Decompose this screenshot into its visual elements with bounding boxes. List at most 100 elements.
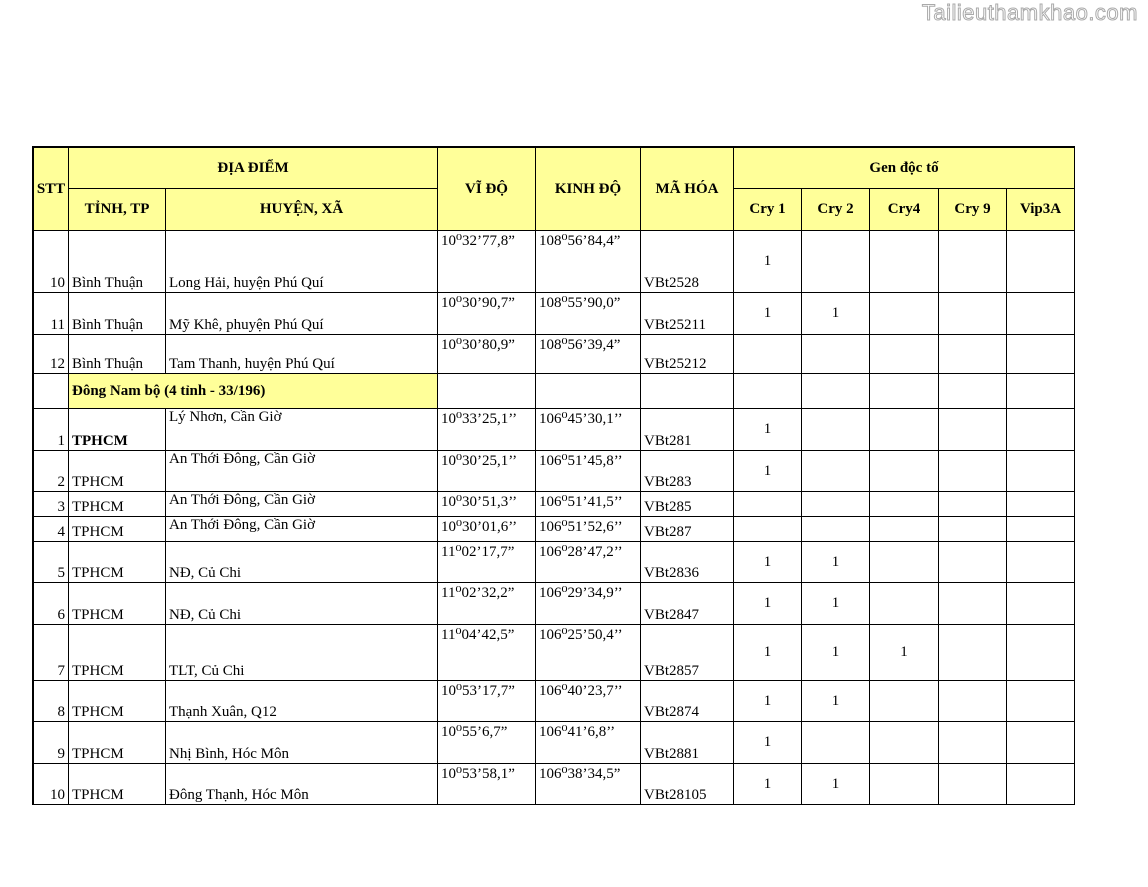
gene-cell	[1007, 542, 1075, 583]
table-cell	[734, 374, 802, 409]
gene-cell	[939, 764, 1007, 805]
longitude-cell: 106⁰45’30,1’’	[536, 409, 641, 451]
gene-cell	[939, 681, 1007, 722]
header-tinh: TỈNH, TP	[69, 189, 166, 231]
district-cell: An Thới Đông, Cần Giờ	[166, 492, 438, 517]
gene-cell: 1	[734, 764, 802, 805]
gene-cell	[939, 517, 1007, 542]
gene-cell: 1	[802, 681, 870, 722]
province-cell: TPHCM	[69, 722, 166, 764]
header-mahoa: MÃ HÓA	[641, 148, 734, 231]
gene-cell	[1007, 451, 1075, 492]
gene-cell: 1	[734, 409, 802, 451]
header-gene: Cry 2	[802, 189, 870, 231]
province-cell: TPHCM	[69, 764, 166, 805]
latitude-cell: 11⁰02’17,7”	[438, 542, 536, 583]
header-stt: STT	[34, 148, 69, 231]
stt-cell: 4	[34, 517, 69, 542]
gene-cell	[802, 517, 870, 542]
latitude-cell: 10⁰32’77,8”	[438, 231, 536, 293]
province-cell: TPHCM	[69, 583, 166, 625]
code-cell: VBt283	[641, 451, 734, 492]
gene-cell	[802, 231, 870, 293]
header-dia-diem: ĐỊA ĐIỂM	[69, 148, 438, 189]
latitude-cell: 10⁰30’90,7”	[438, 293, 536, 335]
header-huyen: HUYỆN, XÃ	[166, 189, 438, 231]
district-cell: Tam Thanh, huyện Phú Quí	[166, 335, 438, 374]
district-cell: Nhị Bình, Hóc Môn	[166, 722, 438, 764]
gene-cell: 1	[734, 722, 802, 764]
province-cell: TPHCM	[69, 517, 166, 542]
province-cell: TPHCM	[69, 451, 166, 492]
gene-cell	[734, 335, 802, 374]
longitude-cell: 106⁰29’34,9’’	[536, 583, 641, 625]
gene-cell: 1	[734, 625, 802, 681]
longitude-cell: 106⁰41’6,8’’	[536, 722, 641, 764]
gene-table: STT ĐỊA ĐIỂM TỈNH, TP HUYỆN, XÃ VĨ ĐỘ KINH ĐỘ…	[32, 146, 1075, 805]
gene-cell	[802, 722, 870, 764]
district-cell: Đông Thạnh, Hóc Môn	[166, 764, 438, 805]
table-cell	[536, 374, 641, 409]
gene-cell	[870, 764, 939, 805]
longitude-cell: 106⁰40’23,7’’	[536, 681, 641, 722]
gene-cell	[802, 451, 870, 492]
district-cell: Mỹ Khê, phuyện Phú Quí	[166, 293, 438, 335]
stt-cell: 12	[34, 335, 69, 374]
latitude-cell: 10⁰53’17,7”	[438, 681, 536, 722]
code-cell: VBt285	[641, 492, 734, 517]
province-cell: Bình Thuận	[69, 293, 166, 335]
gene-cell: 1	[734, 681, 802, 722]
gene-cell: 1	[802, 542, 870, 583]
latitude-cell: 11⁰02’32,2”	[438, 583, 536, 625]
longitude-cell: 108⁰56’84,4”	[536, 231, 641, 293]
gene-cell	[1007, 335, 1075, 374]
code-cell: VBt2874	[641, 681, 734, 722]
gene-cell	[939, 625, 1007, 681]
longitude-cell: 106⁰51’41,5’’	[536, 492, 641, 517]
gene-cell	[1007, 231, 1075, 293]
latitude-cell: 10⁰33’25,1’’	[438, 409, 536, 451]
stt-cell: 10	[34, 231, 69, 293]
province-cell: TPHCM	[69, 542, 166, 583]
table-cell	[802, 374, 870, 409]
gene-cell	[1007, 409, 1075, 451]
latitude-cell: 10⁰30’25,1’’	[438, 451, 536, 492]
latitude-cell: 10⁰55’6,7”	[438, 722, 536, 764]
gene-cell	[939, 722, 1007, 764]
code-cell: VBt281	[641, 409, 734, 451]
gene-cell: 1	[870, 625, 939, 681]
stt-cell: 6	[34, 583, 69, 625]
latitude-cell: 10⁰30’51,3’’	[438, 492, 536, 517]
stt-cell: 1	[34, 409, 69, 451]
gene-cell	[870, 681, 939, 722]
stt-cell: 3	[34, 492, 69, 517]
district-cell: NĐ, Củ Chi	[166, 583, 438, 625]
longitude-cell: 106⁰51’45,8’’	[536, 451, 641, 492]
gene-cell	[1007, 583, 1075, 625]
gene-cell: 1	[734, 231, 802, 293]
gene-cell: 1	[802, 583, 870, 625]
gene-cell: 1	[802, 293, 870, 335]
gene-cell: 1	[734, 583, 802, 625]
gene-cell	[870, 542, 939, 583]
header-gene: Cry 1	[734, 189, 802, 231]
stt-cell: 10	[34, 764, 69, 805]
code-cell: VBt2836	[641, 542, 734, 583]
district-cell: TLT, Củ Chi	[166, 625, 438, 681]
longitude-cell: 108⁰56’39,4”	[536, 335, 641, 374]
table-cell	[641, 374, 734, 409]
gene-cell	[870, 335, 939, 374]
header-gene: Vip3A	[1007, 189, 1075, 231]
longitude-cell: 108⁰55’90,0”	[536, 293, 641, 335]
gene-cell	[939, 542, 1007, 583]
district-cell: An Thới Đông, Cần Giờ	[166, 451, 438, 492]
gene-cell	[870, 409, 939, 451]
district-cell: Thạnh Xuân, Q12	[166, 681, 438, 722]
latitude-cell: 10⁰53’58,1”	[438, 764, 536, 805]
header-kinhdo: KINH ĐỘ	[536, 148, 641, 231]
gene-cell: 1	[734, 542, 802, 583]
table-cell	[870, 374, 939, 409]
stt-cell: 2	[34, 451, 69, 492]
gene-cell	[939, 409, 1007, 451]
gene-cell	[870, 517, 939, 542]
